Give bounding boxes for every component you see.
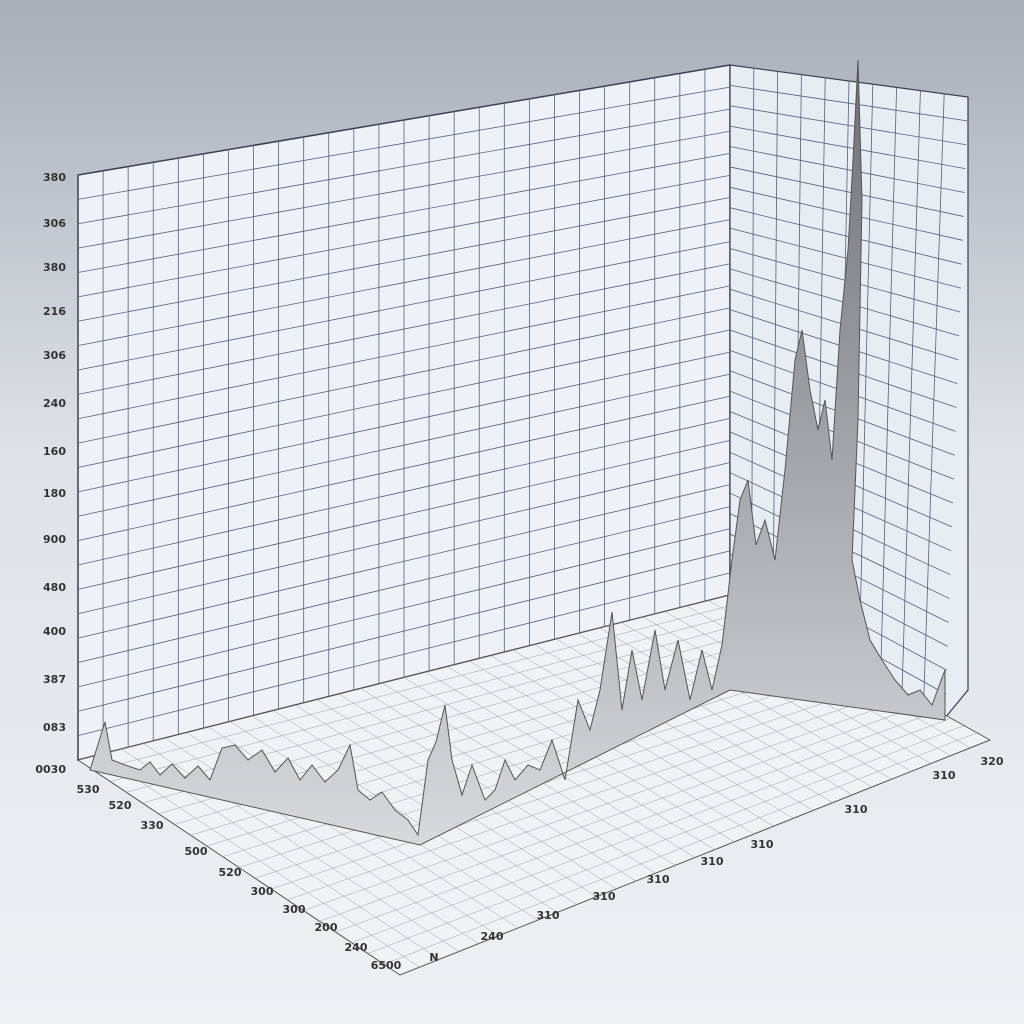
floor-grid-line [335,710,939,933]
grid-line [77,108,731,225]
left-axis-label: 387 [43,673,66,686]
right-axis-label: 310 [751,838,774,851]
left-axis-label: 400 [43,625,66,638]
right-axis-label: 320 [981,755,1004,768]
grid-line [77,197,731,322]
grid-line [77,351,731,493]
front-axis-label: 6500 [371,959,402,972]
floor-grid-line [303,696,913,911]
grid-line [729,125,966,170]
grid-line [77,373,731,517]
right-axis-label: 310 [933,769,956,782]
axis-labels: 380 306 380 216 306 240 160 180 900 480 400 387 083 0… [35,171,1003,972]
grid-line [77,307,731,444]
right-axis-label: 310 [593,890,616,903]
floor-grid-line [110,609,757,782]
floor-grid-line [94,602,744,771]
left-axis-label: 380 [43,171,66,184]
grid-line [77,550,731,712]
grid-line [729,227,962,289]
surface-ridge [89,59,946,846]
left-axis-label: 216 [43,305,66,318]
grid-line [77,395,731,542]
left-axis-label: 160 [43,445,66,458]
grid-line [77,506,731,663]
grid-line [77,263,731,395]
grid-line [77,484,731,639]
grid-line [729,207,962,265]
grid-line [729,186,963,241]
grid-line [77,329,731,468]
left-axis-label: 0030 [35,763,66,776]
grid-line [77,572,731,737]
floor-grid-line [271,681,887,890]
grid-line [729,84,968,122]
front-axis-label: 520 [109,799,132,812]
front-axis-label: 300 [251,885,274,898]
grid-line [77,417,731,566]
left-axis-label: 180 [43,487,66,500]
left-axis-label: 480 [43,581,66,594]
left-axis-label: 900 [43,533,66,546]
grid-line [77,86,731,200]
left-axis-label: 083 [43,721,66,734]
left-axis-label: 380 [43,261,66,274]
left-axis-label: 240 [43,397,66,410]
grid-line [77,241,731,371]
grid-line [77,152,731,273]
floor-grid-line [383,732,978,965]
front-axis-label: 300 [283,903,306,916]
grid-line [77,219,731,347]
grid-line [729,146,965,193]
right-axis-label: 310 [845,803,868,816]
grid-line [77,285,731,420]
left-axis-label: 306 [43,217,66,230]
front-axis-label: 330 [141,819,164,832]
grid-line [729,105,967,146]
front-axis-label: 500 [185,845,208,858]
front-axis-label: 520 [219,866,242,879]
grid-line [77,528,731,688]
right-axis-label: 310 [537,909,560,922]
right-axis-label: 240 [481,930,504,943]
right-axis-label: 310 [647,873,670,886]
grid-line [729,166,964,217]
floor-grid-line [367,725,965,954]
front-axis-label: 530 [77,783,100,796]
front-axis-label: 200 [315,921,338,934]
grid-line [77,440,731,590]
front-axis-label: 240 [345,941,368,954]
left-axis-label: 306 [43,349,66,362]
floor-grid-line [319,703,926,922]
right-axis-label: N [429,951,438,964]
right-axis-label: 310 [701,855,724,868]
grid-line [77,130,731,249]
floor-grid-line [351,718,952,943]
grid-line [77,175,731,298]
floor-grid-line [287,689,900,900]
grid-line [77,462,731,615]
